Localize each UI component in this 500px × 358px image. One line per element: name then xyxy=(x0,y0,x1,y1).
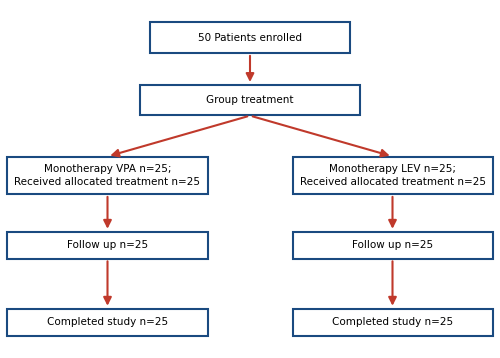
FancyBboxPatch shape xyxy=(140,85,360,115)
FancyBboxPatch shape xyxy=(8,309,207,336)
FancyBboxPatch shape xyxy=(8,232,207,258)
FancyBboxPatch shape xyxy=(292,232,492,258)
FancyBboxPatch shape xyxy=(292,157,492,194)
FancyBboxPatch shape xyxy=(292,309,492,336)
Text: Completed study n=25: Completed study n=25 xyxy=(332,317,453,327)
Text: Monotherapy VPA n=25;
Received allocated treatment n=25: Monotherapy VPA n=25; Received allocated… xyxy=(14,164,200,187)
Text: Monotherapy LEV n=25;
Received allocated treatment n=25: Monotherapy LEV n=25; Received allocated… xyxy=(300,164,486,187)
FancyBboxPatch shape xyxy=(8,157,207,194)
Text: Group treatment: Group treatment xyxy=(206,95,294,105)
Text: Follow up n=25: Follow up n=25 xyxy=(352,240,433,250)
Text: 50 Patients enrolled: 50 Patients enrolled xyxy=(198,33,302,43)
Text: Completed study n=25: Completed study n=25 xyxy=(47,317,168,327)
FancyBboxPatch shape xyxy=(150,22,350,53)
Text: Follow up n=25: Follow up n=25 xyxy=(67,240,148,250)
